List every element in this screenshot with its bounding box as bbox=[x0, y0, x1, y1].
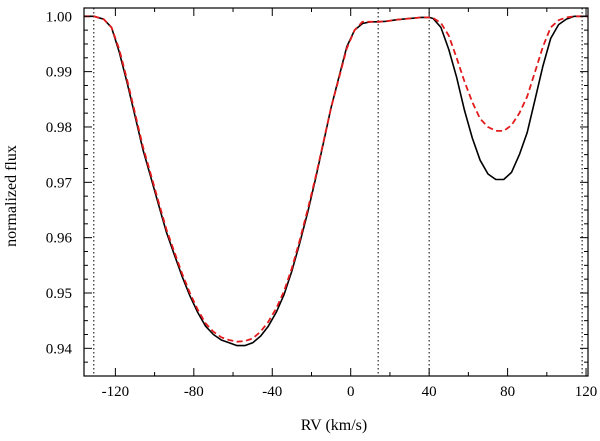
axis-ticks bbox=[84, 8, 588, 377]
x-tick-label: -40 bbox=[262, 384, 282, 400]
y-tick-label: 0.98 bbox=[46, 120, 72, 136]
x-tick-label: -80 bbox=[184, 384, 204, 400]
y-tick-label: 1.00 bbox=[46, 9, 72, 25]
x-tick-label: -120 bbox=[102, 384, 130, 400]
y-tick-label: 0.94 bbox=[46, 341, 73, 357]
y-tick-label: 0.97 bbox=[46, 175, 73, 191]
x-tick-label: 0 bbox=[347, 384, 355, 400]
y-tick-label: 0.99 bbox=[46, 65, 72, 81]
x-tick-label: 120 bbox=[575, 384, 598, 400]
x-tick-label: 80 bbox=[500, 384, 515, 400]
series-line-observed bbox=[84, 15, 588, 347]
x-tick-label: 40 bbox=[422, 384, 437, 400]
plot-frame bbox=[83, 7, 589, 377]
y-tick-label: 0.96 bbox=[46, 231, 73, 247]
series-line-model bbox=[84, 15, 588, 343]
y-axis-title: normalized flux bbox=[3, 145, 20, 247]
vertical-markers bbox=[93, 8, 583, 376]
plot-border bbox=[83, 7, 589, 377]
y-tick-label: 0.95 bbox=[46, 286, 72, 302]
axis-tick-labels: -120 -80 -40 0 40 80 120 0.94 0.95 0.96 0.97 0.98 0.… bbox=[46, 9, 598, 400]
x-axis-title: RV (km/s) bbox=[301, 417, 367, 434]
series-lines bbox=[84, 15, 588, 347]
